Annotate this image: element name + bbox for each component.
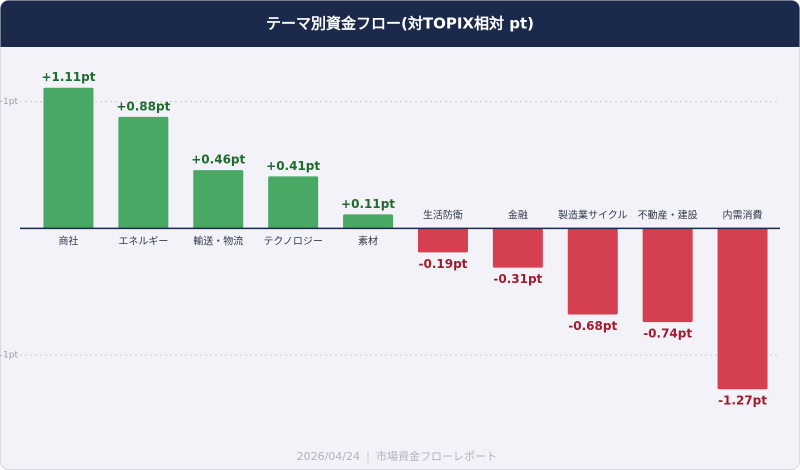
x-tick-label: テクノロジー (263, 235, 322, 247)
x-tick-label: 生活防衛 (423, 208, 463, 221)
bar (268, 176, 319, 229)
bar (193, 170, 244, 229)
footer-source: 市場資金フローレポート (376, 449, 497, 463)
x-tick-label: 内需消費 (723, 208, 763, 221)
x-tick-label: 製造業サイクル (558, 208, 628, 221)
value-label: +0.46pt (191, 153, 245, 167)
y-tick-label: +1pt (0, 97, 18, 107)
chart-title: テーマ別資金フロー(対TOPIX相対 pt) (266, 15, 534, 33)
value-label: -0.74pt (643, 327, 692, 341)
value-label: +0.41pt (266, 159, 320, 173)
x-tick-label: 商社 (58, 234, 78, 247)
value-label: -0.68pt (568, 319, 617, 333)
y-tick-label: -1pt (0, 351, 18, 361)
bar (492, 228, 543, 268)
x-tick-label: 素材 (358, 234, 378, 247)
value-label: +0.11pt (341, 197, 395, 211)
bar (343, 214, 394, 229)
x-tick-label: 輸送・物流 (193, 234, 243, 247)
bar (43, 87, 94, 229)
header-band (0, 0, 800, 47)
bar (118, 116, 169, 229)
bar (567, 228, 618, 315)
bar (717, 228, 768, 390)
value-label: -1.27pt (718, 394, 767, 408)
value-label: -0.31pt (493, 272, 542, 286)
x-tick-label: 金融 (508, 208, 528, 221)
x-tick-label: エネルギー (118, 235, 168, 247)
value-label: -0.19pt (418, 257, 467, 271)
bar (642, 228, 693, 323)
x-tick-label: 不動産・建設 (638, 208, 698, 221)
bar (417, 228, 468, 253)
value-label: +0.88pt (116, 99, 170, 113)
value-label: +1.11pt (41, 70, 95, 84)
footer-date: 2026/04/24 (297, 450, 360, 463)
